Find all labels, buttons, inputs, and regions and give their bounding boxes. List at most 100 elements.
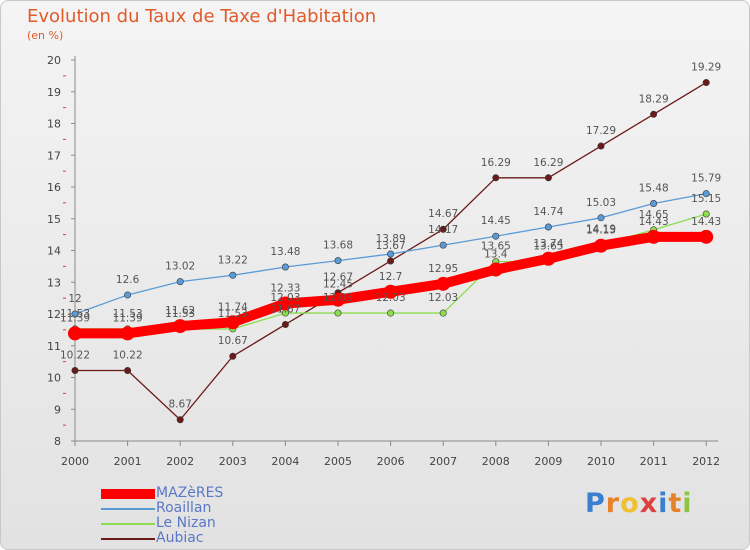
data-label: 12.03 <box>376 292 406 304</box>
data-label: 12.7 <box>379 271 402 283</box>
x-tick-label: 2011 <box>640 455 668 468</box>
x-tick-label: 2001 <box>114 455 142 468</box>
data-point <box>229 271 237 279</box>
proxiti-logo: Proxiti <box>585 488 693 519</box>
data-label: 11.53 <box>113 308 143 320</box>
data-point <box>71 310 79 318</box>
data-label: 11.62 <box>165 305 195 317</box>
data-point <box>488 262 503 277</box>
data-label: 15.79 <box>691 173 721 185</box>
x-tick-label: 2000 <box>61 455 89 468</box>
data-label: 13.4 <box>484 249 508 261</box>
data-label: 13.02 <box>165 261 195 273</box>
legend-swatch <box>101 508 155 510</box>
x-tick-label: 2007 <box>429 455 457 468</box>
data-point <box>702 79 710 87</box>
data-label: 14.43 <box>639 216 669 228</box>
x-tick-label: 2006 <box>377 455 405 468</box>
data-label: 12.67 <box>323 272 353 284</box>
data-label: 15.03 <box>586 197 616 209</box>
data-label: 19.29 <box>691 62 721 74</box>
data-label: 12.03 <box>428 292 458 304</box>
data-point <box>225 315 240 330</box>
legend-label: MAZèRES <box>156 485 224 501</box>
data-label: 12.6 <box>116 274 140 286</box>
data-label: 11.53 <box>218 308 248 320</box>
data-label: 16.29 <box>481 157 511 169</box>
data-point <box>281 320 289 328</box>
data-point <box>281 263 289 271</box>
x-tick-label: 2010 <box>587 455 615 468</box>
data-point <box>229 352 237 360</box>
data-label: 13.89 <box>376 233 406 245</box>
legend-label: Le Nizan <box>156 515 216 531</box>
data-label: 11.39 <box>60 312 90 324</box>
logo-letter: r <box>605 488 621 519</box>
data-label: 12.03 <box>323 292 353 304</box>
x-tick-label: 2012 <box>692 455 720 468</box>
data-label: 12.33 <box>270 283 300 295</box>
data-label: 18.29 <box>639 93 669 105</box>
data-label: 12 <box>68 293 81 305</box>
data-label: 10.22 <box>60 350 90 362</box>
data-point <box>120 326 135 341</box>
logo-letter: t <box>668 488 683 519</box>
data-point <box>439 225 447 233</box>
y-tick-label: 10 <box>47 372 61 385</box>
data-label: 11.53 <box>60 308 90 320</box>
data-point <box>650 110 658 118</box>
data-label: 10.22 <box>113 350 143 362</box>
logo-letter: x <box>639 488 659 519</box>
data-point <box>387 250 395 258</box>
x-tick-label: 2005 <box>324 455 352 468</box>
data-label: 13.48 <box>270 246 300 258</box>
y-tick-label: 20 <box>47 54 61 67</box>
legend-label: Roaillan <box>156 500 212 516</box>
data-point <box>594 238 608 253</box>
legend-swatch <box>101 523 155 525</box>
legend-swatch <box>101 538 155 540</box>
logo-letter: i <box>682 488 693 519</box>
data-label: 17.29 <box>586 125 616 137</box>
y-tick-label: 11 <box>47 340 61 353</box>
chart-title: Evolution du Taux de Taxe d'Habitation <box>27 6 377 27</box>
data-label: 14.67 <box>428 208 458 220</box>
data-label: 11.67 <box>270 303 300 315</box>
data-label: 13.65 <box>533 241 563 253</box>
data-label: 12.03 <box>270 292 300 304</box>
data-point <box>68 326 82 341</box>
data-point <box>597 214 605 222</box>
data-label: 16.29 <box>533 157 563 169</box>
y-tick-label: 17 <box>47 149 61 162</box>
data-point <box>544 174 552 182</box>
data-label: 14.65 <box>639 209 669 221</box>
data-point <box>439 309 447 317</box>
data-point <box>650 200 658 208</box>
x-tick-label: 2002 <box>166 455 194 468</box>
data-point <box>699 229 714 244</box>
data-label: 14.74 <box>533 206 563 218</box>
data-label: 15.48 <box>639 183 669 195</box>
x-tick-label: 2009 <box>534 455 562 468</box>
data-label: 14.19 <box>586 223 616 235</box>
data-point <box>436 276 451 291</box>
data-point <box>383 284 398 299</box>
data-point <box>278 296 293 311</box>
data-point <box>702 210 710 218</box>
data-label: 12.45 <box>323 279 353 291</box>
data-label: 11.53 <box>165 308 195 320</box>
data-point <box>387 309 395 317</box>
data-point <box>176 278 184 286</box>
data-point <box>492 232 500 240</box>
data-point <box>71 367 79 375</box>
data-point <box>544 223 552 231</box>
data-label: 15.15 <box>691 193 721 205</box>
data-label: 10.67 <box>218 335 248 347</box>
y-tick-label: 14 <box>47 245 61 258</box>
logo-letter: i <box>658 488 669 519</box>
data-label: 14.15 <box>586 225 616 237</box>
data-point <box>492 174 500 182</box>
data-point <box>646 229 661 244</box>
